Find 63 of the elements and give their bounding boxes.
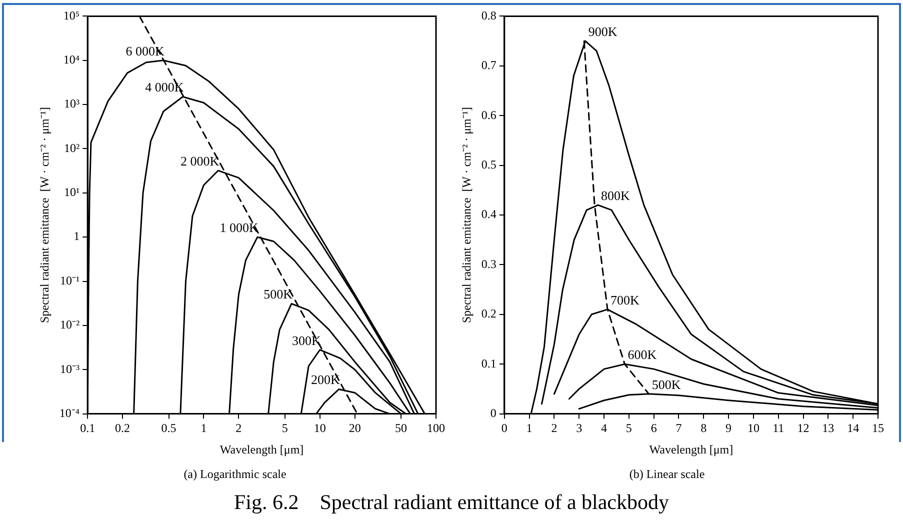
y-tick-label: 10⁵ (63, 8, 80, 22)
x-tick-label: 0.5 (161, 421, 176, 436)
y-tick-label: 0.1 (481, 356, 496, 370)
x-tick-label: 9 (726, 421, 732, 436)
y-tick-label: 10⁴ (63, 52, 80, 67)
x-tick-label: 11 (772, 421, 784, 436)
series-label: 2 000K (180, 154, 220, 169)
x-tick-label: 2 (236, 421, 242, 436)
x-tick-label: 1 (526, 421, 532, 436)
y-axis-title: Spectral radiant emittance [W · cm⁻² · μm⁻¹] (37, 107, 52, 323)
y-tick-label: 10² (64, 140, 80, 155)
x-tick-label: 0.2 (115, 421, 130, 436)
y-tick-label: 10⁻² (60, 318, 80, 332)
caption: Fig. 6.2 Spectral radiant emittance of a blackbody (232, 490, 670, 515)
y-tick-label: 0.7 (481, 58, 496, 72)
series-label: 900K (588, 24, 618, 39)
x-tick-label: 5 (626, 421, 632, 436)
series-label: 1 000K (220, 220, 260, 236)
series-label: 4 000K (145, 80, 184, 95)
y-tick-label: 10⁻¹ (60, 273, 80, 288)
x-tick-label: 5 (282, 421, 288, 436)
series-label: 300K (292, 332, 322, 348)
x-tick-label: 10 (747, 421, 760, 436)
y-tick-label: 1 (74, 229, 80, 244)
text: (a) Logarithmic scale (184, 466, 286, 481)
x-tick-label: 50 (395, 421, 408, 436)
x-tick-label: 0.1 (80, 421, 96, 436)
x-tick-label: 7 (676, 421, 682, 436)
x-tick-label: 12 (797, 421, 810, 436)
y-tick-label: 10⁻⁴ (59, 406, 80, 420)
x-tick-label: 2 (551, 421, 558, 436)
y-tick-label: 0.2 (481, 306, 496, 321)
x-tick-label: 8 (700, 421, 707, 436)
y-tick-label: 0.8 (481, 8, 496, 22)
x-tick-label: 13 (822, 421, 834, 436)
series-label: 500K (652, 376, 682, 392)
series-label: 600K (628, 347, 658, 362)
x-tick-label: 1 (200, 421, 207, 436)
x-tick-label: 3 (576, 421, 582, 436)
y-tick-label: 0.6 (481, 108, 496, 122)
y-axis-title: Spectral radiant emittance [W · cm⁻² · μm⁻¹] (459, 107, 474, 323)
y-tick-label: 0.3 (481, 256, 496, 271)
x-tick-label: 14 (847, 421, 860, 436)
y-tick-label: 10³ (64, 96, 80, 111)
series-label: 700K (610, 292, 640, 308)
y-tick-label: 0 (490, 406, 496, 420)
y-tick-label: 0.4 (481, 207, 496, 222)
series-label: 200K (311, 372, 341, 388)
y-tick-label: 0.5 (481, 157, 496, 172)
x-tick-label: 6 (650, 421, 657, 436)
series-label: 800K (601, 188, 631, 203)
text: (b) Linear scale (629, 466, 705, 481)
y-tick-label: 10¹ (64, 185, 80, 200)
x-axis-title: Wavelength [μm] (649, 442, 734, 457)
y-tick-label: 10⁻³ (60, 362, 80, 376)
series-label: 500K (264, 286, 294, 302)
x-tick-label: 100 (427, 421, 445, 436)
x-axis-title: Wavelength [μm] (220, 442, 304, 457)
x-tick-label: 10 (314, 421, 326, 436)
x-tick-label: 15 (872, 421, 884, 436)
x-tick-label: 20 (348, 421, 361, 436)
x-tick-label: 4 (601, 421, 608, 436)
x-tick-label: 0 (501, 421, 508, 436)
